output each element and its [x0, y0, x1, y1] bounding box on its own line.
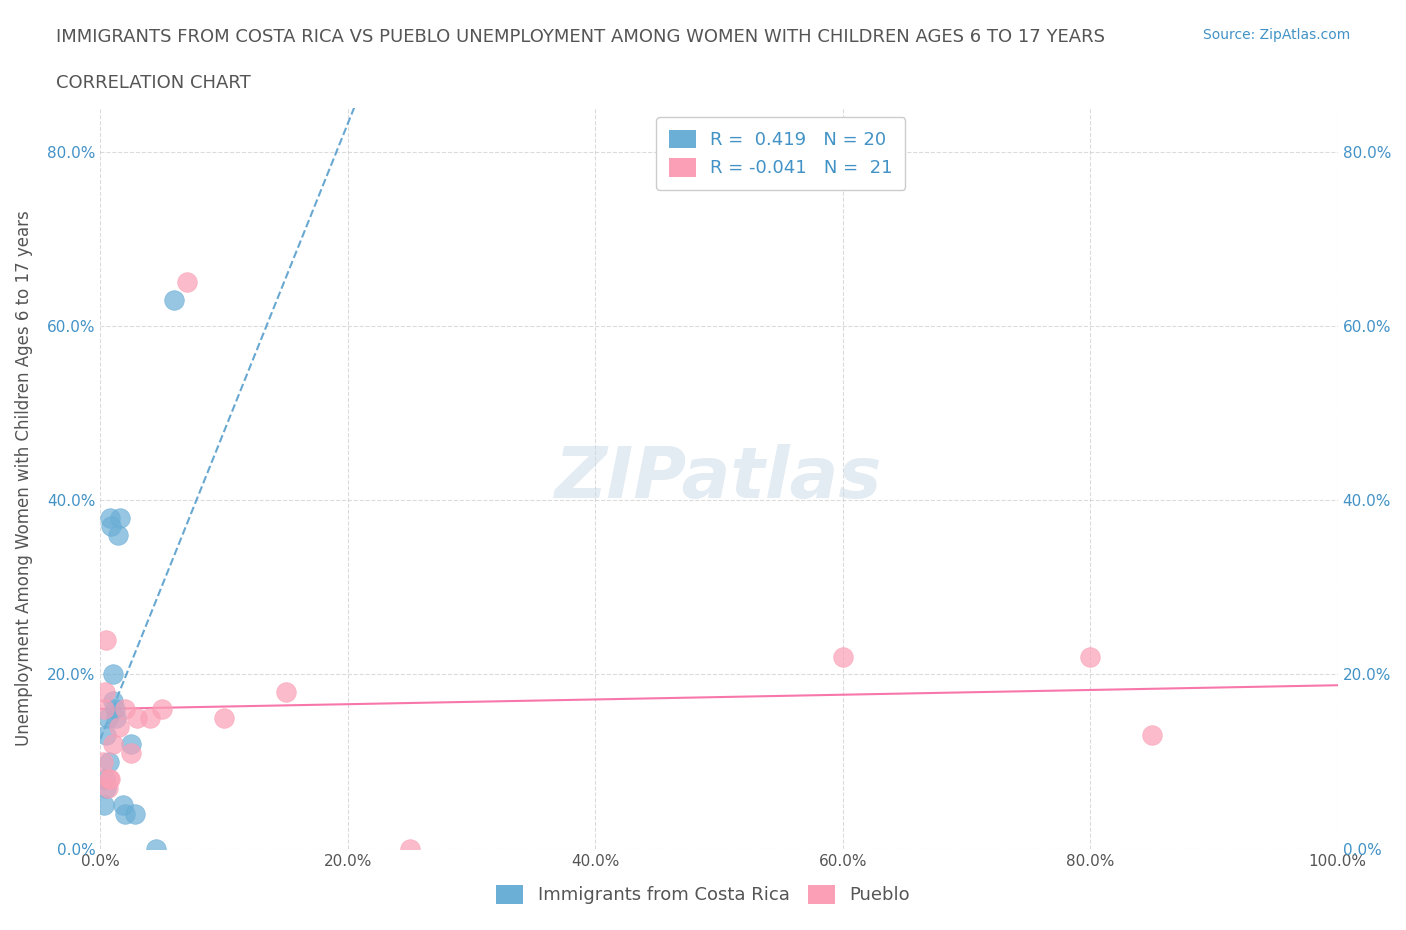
Point [105, 711, 128, 725]
Point [97, 772, 120, 787]
Point [127, 711, 149, 725]
Point [1078, 649, 1101, 664]
Point [274, 684, 297, 699]
Point [176, 275, 198, 290]
Point [212, 711, 235, 725]
Point [108, 719, 131, 734]
Point [831, 649, 853, 664]
Point [107, 527, 129, 542]
Point [96, 780, 118, 795]
Text: ZIPatlas: ZIPatlas [555, 444, 883, 512]
Legend: Immigrants from Costa Rica, Pueblo: Immigrants from Costa Rica, Pueblo [489, 878, 917, 911]
Point [398, 842, 420, 857]
Point [96, 728, 118, 743]
Point [1140, 728, 1163, 743]
Point [120, 745, 142, 760]
Legend: R =  0.419   N = 20, R = -0.041   N =  21: R = 0.419 N = 20, R = -0.041 N = 21 [657, 117, 905, 190]
Point [111, 798, 134, 813]
Point [98, 772, 121, 787]
Point [145, 842, 167, 857]
Point [114, 806, 136, 821]
Point [163, 292, 186, 307]
Point [101, 667, 124, 682]
Point [97, 754, 120, 769]
Point [96, 632, 118, 647]
Point [150, 702, 173, 717]
Point [98, 510, 121, 525]
Point [108, 510, 131, 525]
Point [91, 754, 114, 769]
Point [124, 806, 146, 821]
Point [139, 711, 162, 725]
Point [101, 737, 124, 751]
Point [97, 711, 120, 725]
Point [101, 693, 124, 708]
Point [94, 684, 117, 699]
Text: IMMIGRANTS FROM COSTA RICA VS PUEBLO UNEMPLOYMENT AMONG WOMEN WITH CHILDREN AGES: IMMIGRANTS FROM COSTA RICA VS PUEBLO UNE… [56, 28, 1105, 46]
Point [93, 702, 115, 717]
Point [100, 519, 122, 534]
Y-axis label: Unemployment Among Women with Children Ages 6 to 17 years: Unemployment Among Women with Children A… [15, 210, 32, 746]
Point [120, 737, 142, 751]
Point [93, 798, 115, 813]
Point [94, 772, 117, 787]
Point [104, 702, 127, 717]
Point [114, 702, 136, 717]
Text: Source: ZipAtlas.com: Source: ZipAtlas.com [1202, 28, 1350, 42]
Point [97, 780, 120, 795]
Text: CORRELATION CHART: CORRELATION CHART [56, 74, 252, 92]
